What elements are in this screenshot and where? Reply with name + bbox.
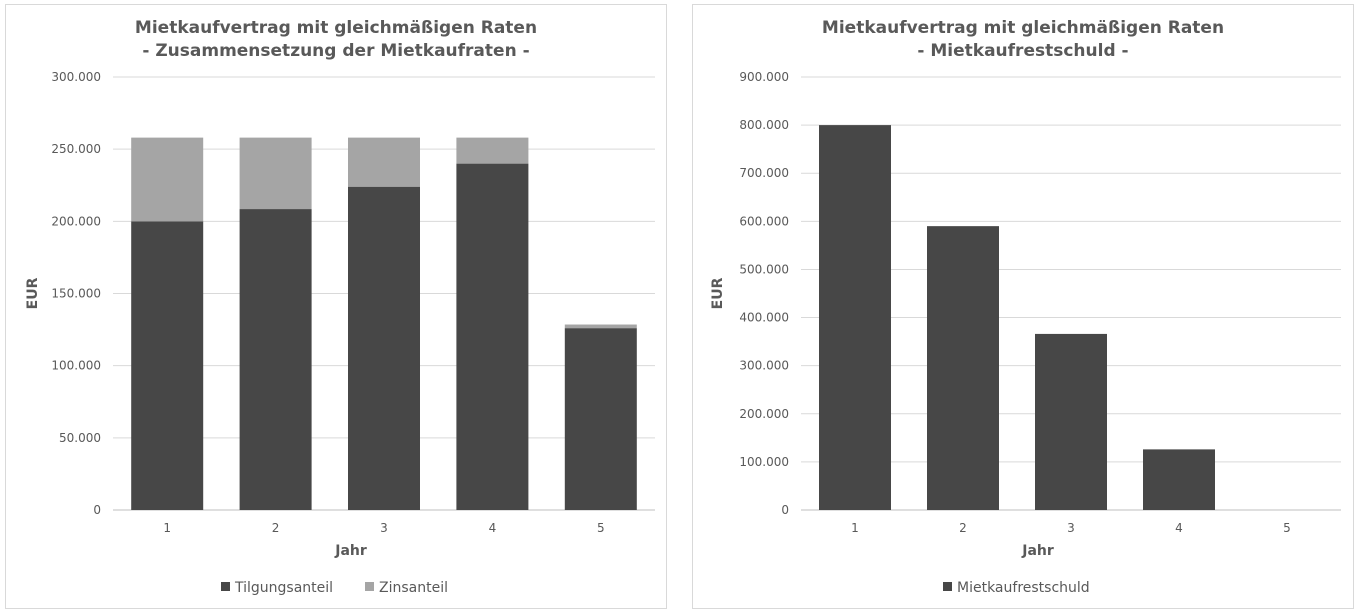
legend-label-tilgungsanteil: Tilgungsanteil — [234, 580, 333, 596]
y-tick-label: 600.000 — [739, 214, 789, 228]
y-tick-label: 800.000 — [739, 118, 789, 132]
chart-title-line-2: - Mietkaufrestschuld - — [917, 41, 1128, 61]
legend-label-zinsanteil: Zinsanteil — [379, 580, 448, 596]
y-tick-label: 200.000 — [739, 407, 789, 421]
x-tick-label: 5 — [597, 521, 605, 535]
y-tick-label: 100.000 — [51, 359, 101, 373]
bar-mietkaufrestschuld — [1143, 449, 1215, 510]
legend-label-mietkaufrestschuld: Mietkaufrestschuld — [957, 580, 1090, 596]
y-tick-label: 700.000 — [739, 166, 789, 180]
bar-tilgungsanteil — [239, 209, 312, 510]
chart-title-line-1: Mietkaufvertrag mit gleichmäßigen Raten — [135, 18, 537, 38]
x-tick-label: 3 — [380, 521, 388, 535]
bar-tilgungsanteil — [131, 221, 204, 511]
bar-zinsanteil — [348, 137, 420, 187]
x-axis-title: Jahr — [334, 543, 367, 559]
chart-title-line-2: - Zusammensetzung der Mietkaufraten - — [142, 41, 529, 61]
bar-tilgungsanteil — [564, 328, 637, 510]
y-tick-label: 500.000 — [739, 262, 789, 276]
bar-mietkaufrestschuld — [1035, 333, 1107, 510]
y-axis-title: EUR — [710, 277, 726, 309]
y-tick-label: 250.000 — [51, 142, 101, 156]
bar-zinsanteil — [131, 137, 204, 222]
bar-mietkaufrestschuld — [927, 226, 999, 510]
x-tick-label: 3 — [1067, 521, 1075, 535]
x-tick-label: 5 — [1283, 521, 1291, 535]
y-tick-label: 50.000 — [59, 431, 101, 445]
remaining-debt-chart: Mietkaufvertrag mit gleichmäßigen Raten -… — [710, 18, 1341, 596]
bar-tilgungsanteil — [456, 163, 529, 510]
y-axis-title: EUR — [25, 277, 41, 309]
chart-panel-remaining-debt: Mietkaufvertrag mit gleichmäßigen Raten -… — [692, 4, 1354, 609]
y-tick-label: 100.000 — [739, 455, 789, 469]
y-tick-label: 300.000 — [51, 70, 101, 84]
bar-zinsanteil — [239, 137, 312, 210]
legend-swatch-tilgungsanteil — [221, 582, 230, 591]
chart-title-line-1: Mietkaufvertrag mit gleichmäßigen Raten — [822, 18, 1224, 38]
y-tick-label: 150.000 — [51, 287, 101, 301]
x-tick-label: 4 — [489, 521, 497, 535]
x-tick-label: 4 — [1175, 521, 1183, 535]
bar-tilgungsanteil — [348, 186, 420, 510]
y-tick-label: 200.000 — [51, 214, 101, 228]
x-tick-label: 2 — [272, 521, 280, 535]
x-tick-label: 1 — [163, 521, 171, 535]
x-axis-title: Jahr — [1021, 543, 1054, 559]
bar-mietkaufrestschuld — [819, 125, 891, 510]
bar-zinsanteil — [564, 324, 637, 329]
y-tick-label: 0 — [93, 503, 101, 517]
bar-zinsanteil — [456, 137, 529, 164]
legend-swatch-zinsanteil — [365, 582, 374, 591]
x-tick-label: 1 — [851, 521, 859, 535]
x-tick-label: 2 — [959, 521, 967, 535]
legend-swatch-mietkaufrestschuld — [943, 582, 952, 591]
y-tick-label: 300.000 — [739, 359, 789, 373]
y-tick-label: 400.000 — [739, 311, 789, 325]
y-tick-label: 900.000 — [739, 70, 789, 84]
y-tick-label: 0 — [781, 503, 789, 517]
chart-panel-composition: Mietkaufvertrag mit gleichmäßigen Raten -… — [5, 4, 667, 609]
composition-chart: Mietkaufvertrag mit gleichmäßigen Raten -… — [25, 18, 655, 596]
